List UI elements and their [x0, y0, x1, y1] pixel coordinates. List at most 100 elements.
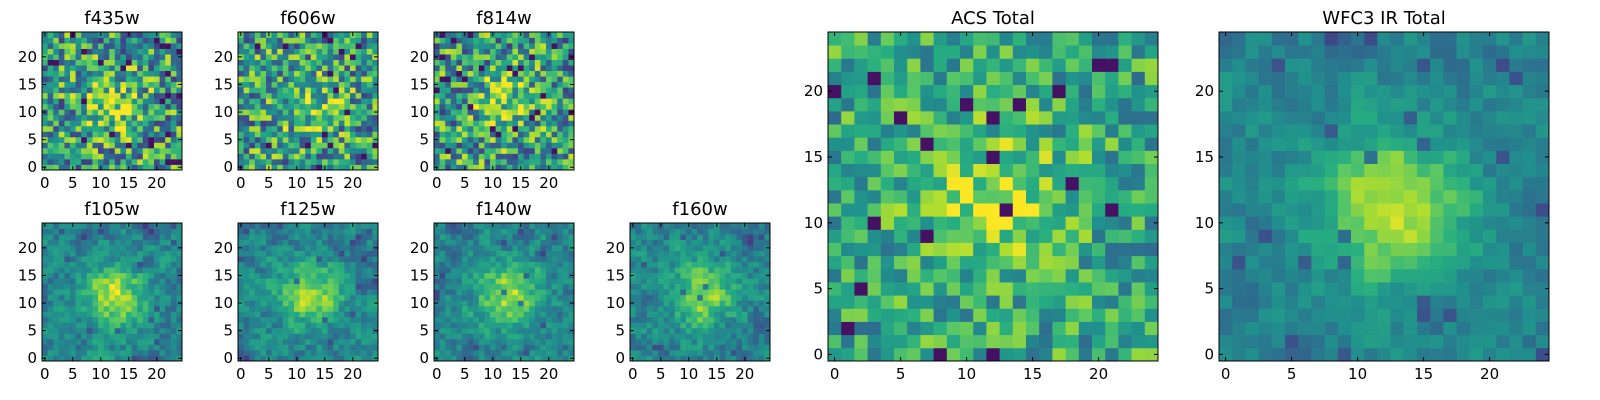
- heatmap-cell: [98, 147, 104, 154]
- heatmap-cell: [495, 344, 502, 351]
- heatmap-cell: [114, 98, 121, 105]
- x-tick-label: 0: [236, 365, 246, 383]
- heatmap-cell: [260, 70, 267, 77]
- heatmap-cell: [551, 300, 558, 307]
- heatmap-cell: [142, 283, 149, 290]
- heatmap-cell: [986, 203, 1000, 217]
- heatmap-cell: [478, 289, 485, 296]
- heatmap-cell: [120, 98, 127, 105]
- heatmap-cell: [490, 338, 496, 345]
- heatmap-cell: [165, 120, 172, 127]
- heatmap-cell: [462, 300, 468, 307]
- heatmap-cell: [333, 142, 340, 149]
- heatmap-cell: [310, 37, 317, 44]
- heatmap-cell: [120, 349, 127, 356]
- heatmap-cell: [305, 300, 312, 307]
- heatmap-cell: [154, 153, 160, 160]
- heatmap-cell: [299, 48, 306, 55]
- heatmap-cell: [126, 87, 132, 94]
- heatmap-cell: [490, 87, 496, 94]
- heatmap-cell: [243, 344, 250, 351]
- heatmap-cell: [736, 223, 743, 229]
- heatmap-cell: [137, 164, 144, 171]
- x-tick-label: 0: [236, 174, 246, 192]
- heatmap-cell: [154, 234, 160, 240]
- heatmap-cell: [652, 261, 659, 268]
- heatmap-cell: [1078, 308, 1093, 322]
- heatmap-cell: [714, 322, 720, 329]
- heatmap-cell: [299, 65, 306, 72]
- heatmap-cell: [450, 289, 457, 296]
- heatmap-cell: [316, 48, 323, 55]
- heatmap-cell: [282, 87, 289, 94]
- heatmap-cell: [137, 81, 144, 88]
- heatmap-cell: [484, 109, 491, 116]
- heatmap-cell: [355, 59, 362, 66]
- heatmap-cell: [973, 189, 987, 204]
- heatmap-cell: [697, 267, 704, 274]
- heatmap-cell: [635, 338, 642, 345]
- heatmap-cell: [338, 65, 345, 72]
- heatmap-cell: [663, 338, 670, 345]
- heatmap-cell: [42, 289, 48, 296]
- heatmap-cell: [841, 203, 855, 217]
- heatmap-cell: [114, 81, 121, 88]
- heatmap-cell: [933, 334, 948, 349]
- heatmap-cell: [159, 289, 166, 296]
- heatmap-cell: [98, 37, 104, 44]
- heatmap-cell: [109, 272, 116, 279]
- heatmap-cell: [828, 347, 842, 362]
- heatmap-cell: [1065, 347, 1080, 362]
- heatmap-cell: [137, 322, 144, 329]
- heatmap-cell: [680, 239, 687, 246]
- heatmap-cell: [176, 76, 183, 83]
- heatmap-cell: [708, 283, 715, 290]
- heatmap-cell: [310, 136, 317, 143]
- heatmap-cell: [316, 98, 323, 105]
- heatmap-cell: [176, 43, 183, 49]
- heatmap-cell: [64, 311, 71, 318]
- heatmap-cell: [490, 256, 496, 263]
- heatmap-cell: [867, 150, 882, 164]
- heatmap-cell: [243, 278, 250, 285]
- heatmap-cell: [165, 327, 172, 334]
- heatmap-cell: [159, 76, 166, 83]
- heatmap-cell: [467, 278, 474, 285]
- heatmap-cell: [294, 322, 300, 329]
- heatmap-cell: [490, 261, 496, 268]
- heatmap-cell: [131, 294, 138, 301]
- heatmap-cell: [445, 283, 452, 290]
- heatmap-cell: [366, 283, 373, 290]
- y-tick-label: 20: [410, 239, 429, 257]
- heatmap-cell: [478, 327, 485, 334]
- heatmap-cell: [350, 158, 356, 165]
- heatmap-cell: [562, 349, 569, 356]
- heatmap-cell: [456, 316, 463, 323]
- heatmap-cell: [501, 256, 508, 263]
- heatmap-cell: [294, 136, 300, 143]
- heatmap-cell: [271, 228, 278, 235]
- heatmap-cell: [534, 125, 541, 132]
- heatmap-cell: [473, 311, 480, 318]
- heatmap-cell: [534, 48, 541, 55]
- heatmap-cell: [529, 316, 536, 323]
- heatmap-cell: [973, 203, 987, 217]
- heatmap-cell: [47, 76, 54, 83]
- heatmap-cell: [47, 136, 54, 143]
- heatmap-cell: [568, 76, 575, 83]
- heatmap-cell: [568, 147, 575, 154]
- heatmap-cell: [70, 333, 76, 340]
- heatmap-cell: [674, 278, 681, 285]
- heatmap-cell: [764, 294, 771, 301]
- heatmap-cell: [366, 125, 373, 132]
- heatmap-cell: [282, 120, 289, 127]
- heatmap-cell: [697, 250, 704, 257]
- heatmap-cell: [641, 234, 648, 240]
- heatmap-cell: [686, 239, 692, 246]
- heatmap-cell: [529, 300, 536, 307]
- heatmap-cell: [456, 109, 463, 116]
- heatmap-cell: [719, 234, 726, 240]
- heatmap-cell: [490, 125, 496, 132]
- heatmap-cell: [58, 114, 65, 121]
